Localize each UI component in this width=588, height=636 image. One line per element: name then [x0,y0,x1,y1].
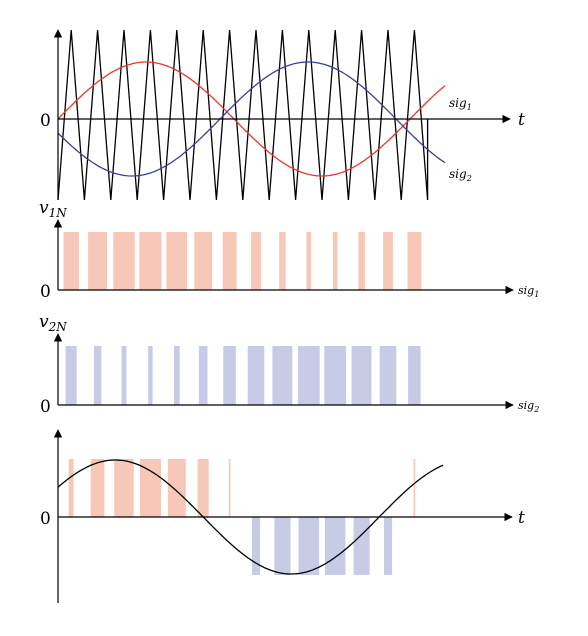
v1n-x-label-sub: 1 [534,290,539,299]
v2n-y-label-text: v [39,312,49,332]
v1n-pulse-9 [279,232,286,290]
v1n-x-label: sig1 [518,284,539,299]
output-time-label: t [518,508,525,528]
output-positive-pulse-5 [167,459,186,517]
v1n-pulse-2 [88,232,107,290]
v2n-x-label-sub: 2 [533,405,539,414]
v2n-pulse-3 [121,346,127,405]
triangle-wave [57,29,429,201]
sig2-reference-curve [57,61,446,177]
v2n-pulse-5 [174,346,180,405]
v2n-pulse-13 [379,346,397,405]
v2n-pulse-train [65,346,421,405]
v2n-pulse-2 [93,346,102,405]
v1n-pulse-8 [251,232,261,290]
v2n-pulse-11 [324,346,347,405]
v1n-pulse-5 [166,232,188,290]
sig1-reference-curve [57,61,446,177]
v2n-x-label-text: sig [518,399,534,412]
v1n-pulse-7 [222,232,237,290]
output-negative-pulse-12 [353,517,370,575]
output-positive-pulse-2 [90,459,105,517]
sig1-label-sub: 1 [467,103,472,112]
output-negative-pulse-8 [252,517,261,575]
carrier-time-label: t [518,110,525,130]
v1n-pulse-train [63,232,422,290]
output-positive-pulse-1 [68,459,74,517]
output-positive-pulse-7 [228,459,231,517]
output-negative-pulse-13 [384,517,393,575]
output-positive-pulse-14 [413,459,416,517]
output-positive-pulse-6 [197,459,209,517]
output-positive-pulse-4 [139,459,161,517]
v1n-y-label: v1N [39,198,67,220]
v1n-pulse-10 [306,232,312,290]
v2n-y-label: v2N [39,312,67,334]
v1n-y-label-sub: 1N [49,206,68,220]
v1n-pulse-13 [383,232,393,290]
sig2-label-sub: 2 [466,174,472,183]
sig1-label-text: sig [449,96,467,110]
sig1-curve-label: sig1 [449,96,472,112]
v2n-pulse-6 [198,346,208,405]
v1n-x-label-text: sig [518,284,534,297]
v2n-pulse-8 [247,346,265,405]
sig2-label-text: sig [449,167,467,181]
v2n-pulse-9 [272,346,293,405]
output-negative-pulse-11 [324,517,346,575]
v1n-y-label-text: v [39,198,49,218]
carrier-zero-label: 0 [40,111,51,131]
v1n-panel: v1N 0 sig1 [39,198,539,302]
v2n-pulse-7 [223,346,236,405]
v2n-zero-label: 0 [40,397,51,417]
output-panel: 0 t [40,429,525,603]
sig2-curve-label: sig2 [449,167,472,183]
v2n-pulse-12 [351,346,372,405]
v1n-pulse-12 [358,232,365,290]
output-zero-label: 0 [40,509,51,529]
output-negative-pulse-9 [274,517,291,575]
v2n-pulse-14 [408,346,421,405]
carrier-panel: 0 t sig1 sig2 [40,29,525,201]
v1n-zero-label: 0 [40,282,51,302]
v1n-pulse-6 [194,232,213,290]
v1n-pulse-1 [63,232,79,290]
output-positive-pulse-3 [114,459,134,517]
v2n-panel: v2N 0 sig2 [39,312,539,417]
v2n-pulse-1 [65,346,77,405]
v2n-pulse-4 [148,346,153,405]
v1n-pulse-3 [113,232,135,290]
v2n-x-label: sig2 [518,399,539,414]
v2n-pulse-10 [297,346,320,405]
v1n-pulse-14 [407,232,422,290]
v2n-y-label-sub: 2N [48,320,68,334]
v1n-pulse-11 [332,232,338,290]
v1n-pulse-4 [139,232,162,290]
triangle-carrier [57,29,429,201]
output-negative-pulse-10 [298,517,319,575]
